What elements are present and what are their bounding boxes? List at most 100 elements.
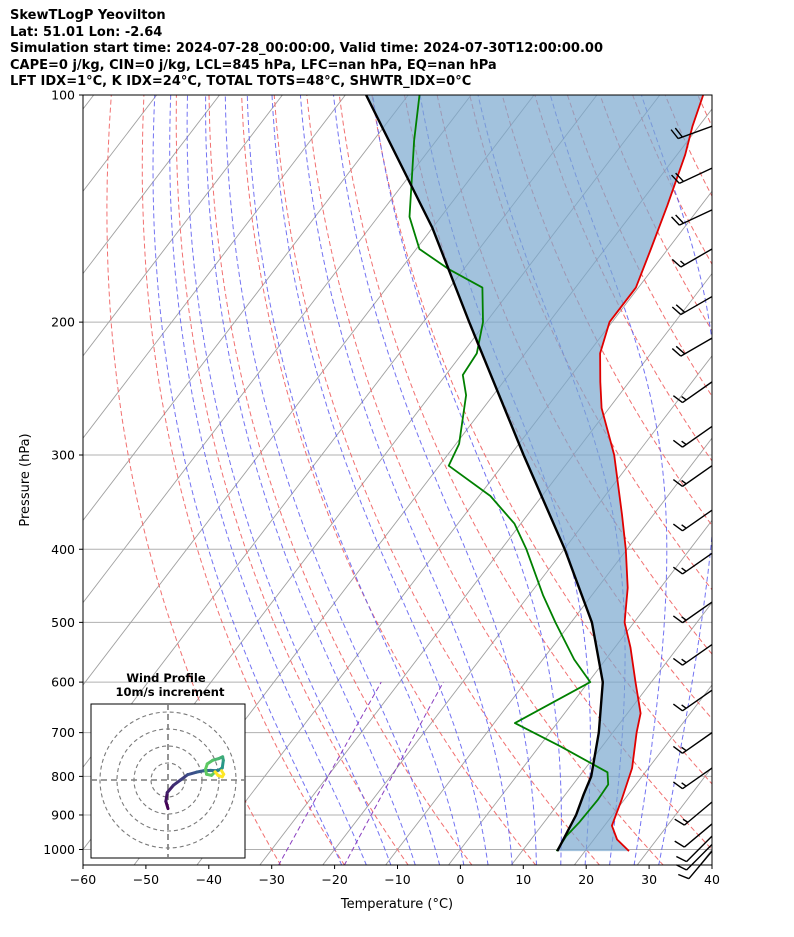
wind-barb-flag	[675, 214, 684, 224]
wind-barb-shaft	[682, 425, 713, 448]
wind-barb-shaft	[682, 689, 713, 712]
wind-barb-flag	[672, 615, 683, 624]
wind-barb-half-flag	[681, 704, 687, 709]
wind-barb-flag	[672, 566, 683, 575]
wind-barb-flag	[671, 348, 682, 357]
wind-barbs	[670, 125, 713, 880]
wind-barb-flag	[672, 479, 683, 487]
wind-barb-half-flag	[681, 746, 687, 752]
wind-barb-flag	[671, 306, 682, 316]
wind-barb	[671, 167, 713, 184]
wind-barb-flag	[676, 864, 687, 871]
dry-adiabat	[306, 95, 664, 865]
hodograph-segment	[220, 769, 226, 776]
wind-barb	[672, 509, 713, 532]
wind-barb	[672, 732, 713, 754]
wind-barb-shaft	[680, 248, 713, 268]
wind-barb	[674, 823, 713, 848]
y-tick-label: 900	[51, 807, 75, 822]
wind-barb	[672, 425, 713, 448]
indices-line-2: LFT IDX=1°C, K IDX=24°C, TOTAL TOTS=48°C…	[10, 74, 472, 89]
wind-barb-half-flag	[682, 818, 689, 823]
moist-adiabat	[299, 95, 513, 865]
dry-adiabat	[338, 95, 712, 851]
hodograph-title: Wind Profile	[126, 671, 206, 685]
wind-barb-shaft	[683, 823, 713, 848]
wind-barb	[671, 295, 713, 316]
sounding-series	[365, 95, 705, 852]
wind-barb-flag	[674, 818, 685, 826]
wind-barb-half-flag	[679, 260, 686, 266]
wind-barb-shaft	[686, 844, 713, 871]
isotherm-line	[196, 190, 712, 865]
mixing-ratio-line	[343, 681, 444, 865]
chart-title-block: SkewTLogP Yeovilton Lat: 51.01 Lon: -2.6…	[10, 8, 603, 91]
y-axis-label: Pressure (hPa)	[18, 433, 33, 526]
wind-barb-shaft	[688, 850, 713, 880]
x-tick-label: 0	[456, 872, 464, 887]
moist-adiabat	[640, 95, 712, 865]
isotherm-line	[447, 519, 712, 865]
wind-barb	[672, 381, 713, 404]
wind-barb-flag	[671, 258, 682, 268]
wind-barb	[671, 248, 713, 268]
moist-adiabat	[246, 95, 465, 865]
wind-barb-shaft	[677, 125, 713, 140]
wind-barb-flag	[675, 172, 684, 182]
y-tick-label: 200	[51, 315, 75, 330]
wind-barb-flag	[671, 174, 680, 184]
isotherm-line	[83, 95, 283, 357]
wind-barb-flag	[672, 657, 683, 666]
wind-barb	[672, 689, 713, 712]
y-tick-label: 600	[51, 675, 75, 690]
wind-barb-flag	[672, 523, 683, 532]
wind-barb-flag	[672, 703, 683, 712]
temperature-line	[599, 95, 705, 852]
wind-barb-half-flag	[681, 479, 687, 485]
moist-adiabat	[205, 95, 416, 865]
axis-ticks: −60 −50 −40 −30 −20 −10 0 10 20 30 40 1000 900 800 700…	[43, 88, 720, 888]
x-tick-label: −60	[70, 872, 96, 887]
dry-adiabat	[208, 95, 473, 865]
x-tick-label: −50	[133, 872, 159, 887]
dry-adiabat	[534, 95, 712, 462]
x-axis-label: Temperature (°C)	[340, 897, 453, 912]
isotherm-line	[83, 95, 409, 522]
wind-barb-shaft	[682, 601, 713, 624]
wind-barb	[676, 835, 713, 863]
wind-barb	[671, 337, 713, 357]
wind-barb-flag	[674, 127, 683, 138]
moist-adiabat	[224, 95, 441, 865]
parcel-area-fill	[366, 95, 704, 852]
wind-barb-flag	[671, 216, 680, 226]
wind-barb	[671, 209, 713, 226]
dry-adiabat	[106, 95, 282, 865]
wind-barb-shaft	[682, 465, 713, 487]
moist-adiabat	[333, 95, 537, 865]
wind-barb-shaft	[679, 167, 713, 184]
moist-adiabat	[372, 95, 562, 865]
chart-title: SkewTLogP Yeovilton	[10, 8, 166, 23]
dry-adiabat	[763, 95, 794, 866]
wind-barb-shaft	[680, 337, 713, 357]
y-tick-label: 100	[51, 88, 75, 103]
wind-barb	[674, 801, 713, 826]
moist-adiabat	[152, 95, 343, 865]
wind-barb-shaft	[686, 835, 713, 863]
hodograph-subtitle: 10m/s increment	[116, 685, 225, 699]
wind-barb-flag	[678, 873, 690, 880]
wind-barb-half-flag	[681, 524, 687, 529]
wind-barb-half-flag	[681, 782, 687, 787]
hodograph-plot	[91, 704, 245, 858]
y-tick-label: 400	[51, 542, 75, 557]
mixing-ratio-line	[278, 681, 382, 865]
wind-barb-shaft	[682, 643, 713, 666]
x-tick-label: 40	[704, 872, 720, 887]
isotherm-line	[83, 95, 346, 439]
wind-barb-flag	[674, 840, 685, 848]
hodograph-segment	[164, 790, 169, 803]
wind-barb-half-flag	[681, 616, 687, 621]
x-tick-label: 30	[641, 872, 657, 887]
